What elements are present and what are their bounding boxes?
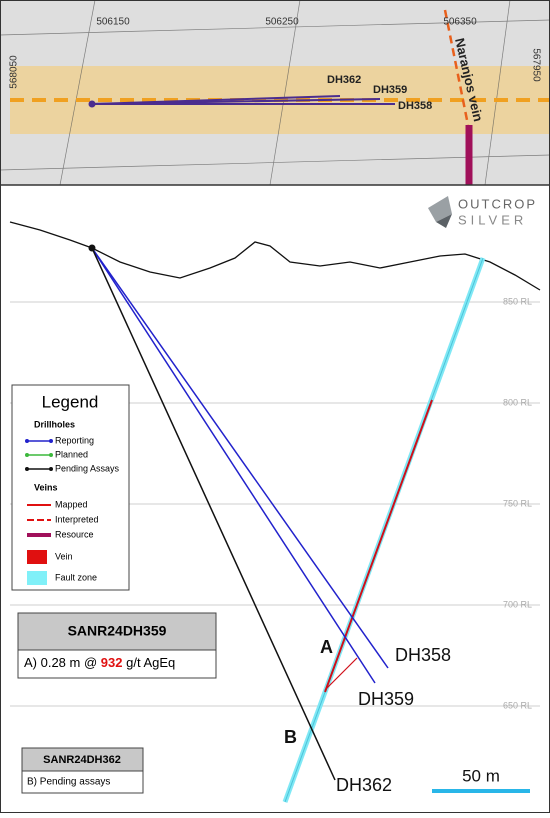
callout: SANR24DH362 B) Pending assays (21, 747, 144, 794)
intercept-label: B (284, 727, 297, 747)
intercept-label: A (320, 637, 333, 657)
legend: Legend Drillholes Reporting Planned Pend… (11, 384, 130, 591)
legend-title: Legend (42, 392, 99, 411)
legend-item: Vein (55, 551, 73, 561)
legend-heading: Veins (34, 482, 58, 492)
section-hole-label: DH359 (358, 689, 414, 709)
section-hole-label: DH362 (336, 775, 392, 795)
rl-label: 850 RL (503, 296, 532, 306)
easting-label: 506150 (96, 17, 130, 28)
text-part: A) 0.28 m @ (24, 655, 101, 670)
map-hole-label: DH358 (398, 100, 432, 112)
map-hole-label: DH359 (373, 84, 407, 96)
scale-label: 50 m (462, 766, 500, 785)
rl-label: 750 RL (503, 498, 532, 508)
legend-item: Resource (55, 529, 94, 539)
legend-item: Interpreted (55, 514, 99, 524)
legend-item: Mapped (55, 499, 88, 509)
easting-label: 506350 (443, 17, 477, 28)
rl-label: 700 RL (503, 599, 532, 609)
plan-map: 506150 506250 506350 568050 567950 DH362… (0, 0, 550, 186)
legend-heading: Drillholes (34, 419, 75, 429)
legend-item: Pending Assays (55, 463, 120, 473)
map-hole-label: DH362 (327, 74, 361, 86)
callout-text: A) 0.28 m @ 932 g/t AgEq (24, 655, 175, 670)
logo: OUTCROP SILVER (428, 196, 537, 228)
logo-text: OUTCROP (458, 196, 537, 211)
callout-title: SANR24DH359 (68, 623, 167, 639)
callout-title: SANR24DH362 (43, 754, 121, 766)
callout-text: B) Pending assays (27, 777, 110, 788)
easting-label: 506250 (265, 17, 299, 28)
legend-item: Reporting (55, 435, 94, 445)
legend-item: Fault zone (55, 572, 97, 582)
northing-label: 567950 (530, 48, 541, 82)
rl-label: 650 RL (503, 700, 532, 710)
rl-label: 800 RL (503, 397, 532, 407)
cross-section: 850 RL 800 RL 750 RL 700 RL 650 RL DH358… (9, 221, 541, 803)
text-part: g/t AgEq (122, 655, 175, 670)
logo-text: SILVER (458, 212, 527, 227)
section-hole-label: DH358 (395, 645, 451, 665)
legend-item: Planned (55, 449, 88, 459)
callout: SANR24DH359 A) 0.28 m @ 932 g/t AgEq (17, 612, 217, 679)
text-part: 932 (101, 655, 123, 670)
northing-label: 568050 (9, 55, 20, 89)
